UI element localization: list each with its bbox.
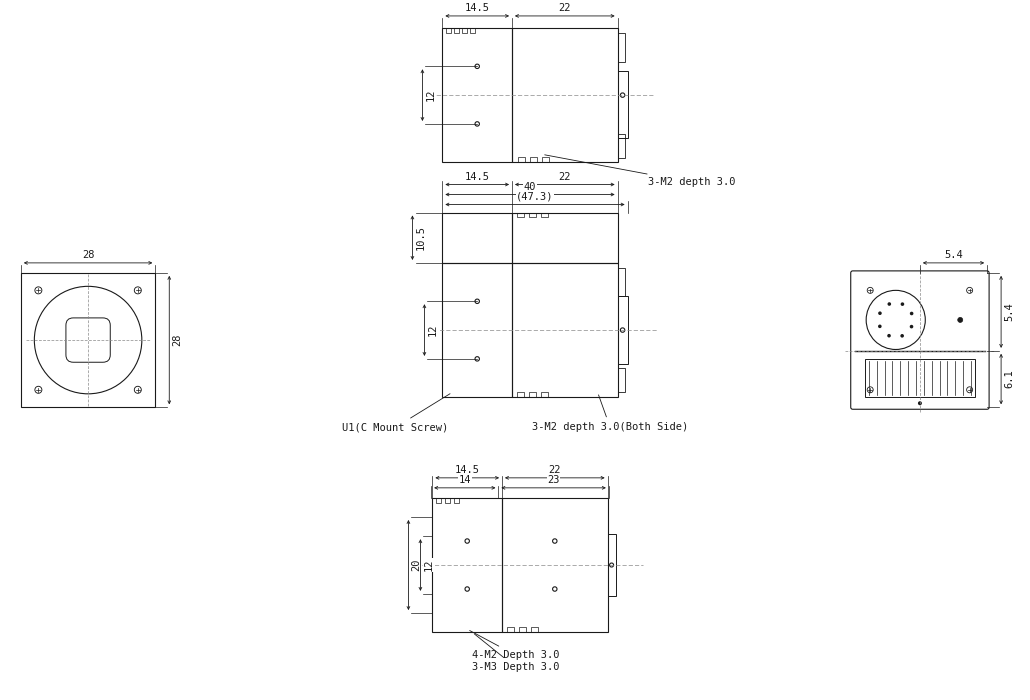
Circle shape <box>900 334 904 337</box>
Text: 6.1: 6.1 <box>1004 370 1015 389</box>
Text: 22: 22 <box>558 3 571 13</box>
Text: 3-M2 depth 3.0(Both Side): 3-M2 depth 3.0(Both Side) <box>533 395 688 433</box>
Text: U1(C Mount Screw): U1(C Mount Screw) <box>342 393 450 433</box>
Circle shape <box>887 334 891 337</box>
Circle shape <box>958 317 963 323</box>
Circle shape <box>879 312 882 315</box>
Text: 4-M2 Depth 3.0: 4-M2 Depth 3.0 <box>470 631 559 660</box>
Text: 20: 20 <box>411 559 421 571</box>
Text: 28: 28 <box>172 334 182 346</box>
Circle shape <box>909 325 914 328</box>
Circle shape <box>909 312 914 315</box>
Text: 3-M3 Depth 3.0: 3-M3 Depth 3.0 <box>472 634 559 672</box>
Text: 12: 12 <box>427 324 438 336</box>
Circle shape <box>918 401 922 405</box>
Text: 3-M2 depth 3.0: 3-M2 depth 3.0 <box>545 155 735 188</box>
Text: 14.5: 14.5 <box>454 465 480 475</box>
Text: 12: 12 <box>423 559 434 571</box>
Circle shape <box>900 302 904 306</box>
Text: 14: 14 <box>458 475 471 485</box>
Text: 5.4: 5.4 <box>945 250 963 260</box>
Text: 14.5: 14.5 <box>465 3 489 13</box>
Text: 28: 28 <box>81 250 95 260</box>
Circle shape <box>878 325 882 328</box>
Text: (47.3): (47.3) <box>516 192 554 202</box>
Text: 10.5: 10.5 <box>415 225 425 250</box>
Text: 14.5: 14.5 <box>465 172 489 181</box>
Text: 12: 12 <box>425 89 436 102</box>
Circle shape <box>888 302 891 306</box>
Text: 23: 23 <box>547 475 560 485</box>
Text: 40: 40 <box>523 181 537 192</box>
Text: 5.4: 5.4 <box>1004 302 1015 321</box>
Text: 22: 22 <box>558 172 571 181</box>
Text: 22: 22 <box>549 465 561 475</box>
